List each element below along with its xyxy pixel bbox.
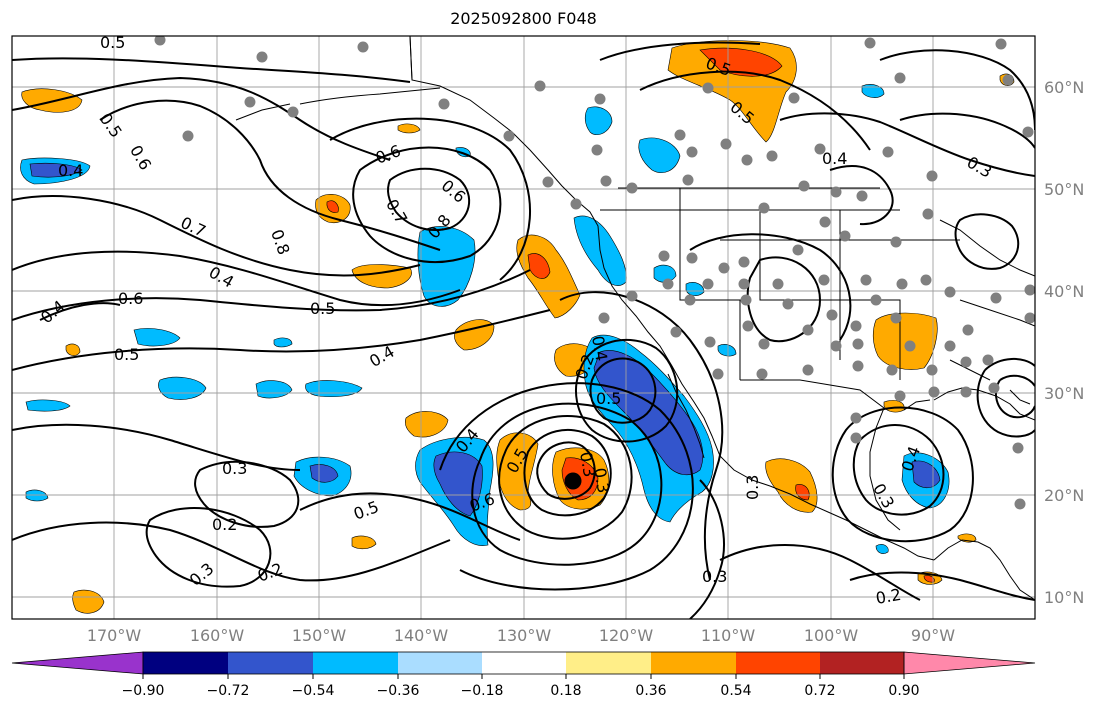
positive-region: [65, 343, 81, 356]
contour-label: 0.5: [310, 299, 335, 318]
lon-label-90w: 90°W: [910, 626, 956, 645]
contour-label: 0.5: [596, 389, 621, 408]
map-frame: [11, 35, 1036, 620]
positive-region: [527, 253, 551, 279]
negative-region: [717, 344, 737, 357]
contour-label: 0.6: [118, 289, 143, 308]
colorbar-label: 0.90: [888, 683, 920, 699]
negative-region: [584, 106, 613, 135]
contour-label: 0.2: [874, 585, 902, 608]
contour-label: 0.2: [212, 515, 237, 534]
map-background: [12, 36, 1035, 619]
colorbar-label: −0.36: [376, 683, 420, 699]
positive-region: [351, 535, 377, 550]
negative-region: [685, 282, 705, 296]
colorbar: [11, 651, 1036, 679]
colorbar-cell: [228, 652, 313, 674]
lon-label-140w: 140°W: [393, 626, 449, 645]
contour-label: 0.3: [576, 450, 599, 478]
lon-label-170w: 170°W: [86, 626, 142, 645]
colorbar-cell: [820, 652, 904, 674]
colorbar-cell: [903, 651, 1036, 675]
contour-label: 0.5: [100, 33, 125, 52]
colorbar-cell: [398, 652, 482, 674]
positive-region: [404, 411, 449, 438]
lat-label-30n: 30°N: [1044, 384, 1085, 403]
contour-label: 0.4: [58, 161, 83, 180]
contour-label: 0.4: [588, 334, 611, 362]
positive-region: [326, 200, 339, 213]
positive-region: [454, 319, 495, 351]
contour-lines: [12, 41, 1035, 619]
lon-label-150w: 150°W: [291, 626, 347, 645]
map-title: 2025092800 F048: [450, 9, 597, 28]
colorbar-cell: [482, 652, 566, 674]
lat-label-10n: 10°N: [1044, 588, 1085, 607]
shaded-regions: [20, 40, 1015, 614]
graticule: [12, 36, 1035, 619]
storm-center-marker: [564, 472, 582, 490]
colorbar-frame: [142, 651, 905, 675]
positive-region: [872, 312, 938, 370]
colorbar-label: −0.90: [121, 683, 165, 699]
contour-label: 0.5: [114, 345, 139, 364]
colorbar-label: −0.72: [206, 683, 250, 699]
coastlines: [235, 36, 1035, 601]
negative-region: [25, 399, 71, 412]
colorbar-cell: [313, 652, 398, 674]
contour-label: 0.4: [822, 149, 847, 168]
negative-region: [255, 380, 293, 399]
positive-region: [923, 575, 935, 583]
positive-region: [397, 123, 421, 134]
colorbar-cell: [651, 652, 736, 674]
colorbar-label: −0.18: [460, 683, 504, 699]
negative-region: [861, 84, 885, 98]
lon-label-100w: 100°W: [803, 626, 859, 645]
negative-region: [158, 376, 207, 400]
colorbar-label: 0.54: [720, 683, 752, 699]
lat-label-60n: 60°N: [1044, 78, 1085, 97]
positive-region: [72, 589, 105, 614]
colorbar-label: 0.36: [635, 683, 667, 699]
positive-region: [21, 88, 83, 113]
lat-label-20n: 20°N: [1044, 486, 1085, 505]
station-markers: [154, 36, 1035, 510]
negative-region: [433, 451, 483, 517]
negative-region: [309, 464, 339, 483]
lon-label-160w: 160°W: [189, 626, 245, 645]
negative-region: [653, 264, 677, 283]
colorbar-label: −0.54: [291, 683, 335, 699]
contour-label: 0.3: [222, 459, 247, 478]
lon-label-120w: 120°W: [598, 626, 654, 645]
negative-region: [25, 489, 49, 502]
negative-region: [875, 544, 889, 554]
contour-label: 0.3: [743, 475, 762, 500]
colorbar-label: 0.72: [804, 683, 836, 699]
colorbar-cell: [11, 651, 144, 675]
colorbar-cell: [566, 652, 651, 674]
negative-region: [273, 337, 293, 348]
negative-region: [29, 162, 83, 178]
positive-region: [795, 484, 810, 501]
colorbar-label: 0.18: [550, 683, 582, 699]
colorbar-cell: [736, 652, 820, 674]
contour-label: 0.3: [702, 567, 727, 586]
negative-region: [133, 328, 181, 347]
lat-label-50n: 50°N: [1044, 180, 1085, 199]
lon-label-130w: 130°W: [496, 626, 552, 645]
positive-region: [699, 47, 783, 77]
lat-label-40n: 40°N: [1044, 282, 1085, 301]
lon-label-110w: 110°W: [700, 626, 756, 645]
colorbar-cell: [143, 652, 228, 674]
contour-label: 0.3: [590, 466, 613, 494]
negative-region: [638, 137, 681, 173]
